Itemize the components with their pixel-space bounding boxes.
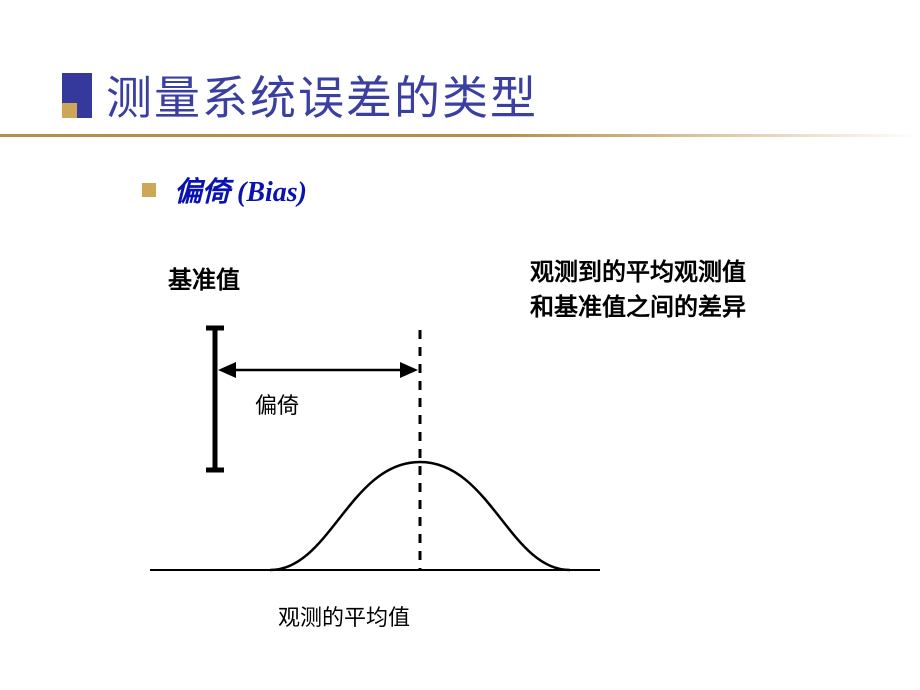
title-underline xyxy=(0,134,920,137)
slide-title: 测量系统误差的类型 xyxy=(106,62,538,128)
bias-diagram xyxy=(120,310,620,590)
accent-block-gold xyxy=(62,103,77,118)
slide: 测量系统误差的类型 偏倚 (Bias) 基准值 偏倚 观测的平均值 观测到的平均… xyxy=(0,0,920,690)
bullet-text: 偏倚 (Bias) xyxy=(174,170,307,210)
accent-small-row xyxy=(62,103,92,118)
label-observed-mean: 观测的平均值 xyxy=(278,600,410,632)
accent-block-large xyxy=(62,73,92,103)
bias-arrow-head-right xyxy=(400,362,418,378)
bullet-row: 偏倚 (Bias) xyxy=(142,170,307,210)
bias-arrow-head-left xyxy=(218,362,236,378)
label-reference-value: 基准值 xyxy=(168,260,240,295)
description-line-1: 观测到的平均观测值 xyxy=(530,256,746,291)
title-accent-icon xyxy=(62,73,92,118)
title-row: 测量系统误差的类型 xyxy=(0,62,920,128)
accent-block-small xyxy=(77,103,92,118)
bullet-icon xyxy=(142,183,156,197)
